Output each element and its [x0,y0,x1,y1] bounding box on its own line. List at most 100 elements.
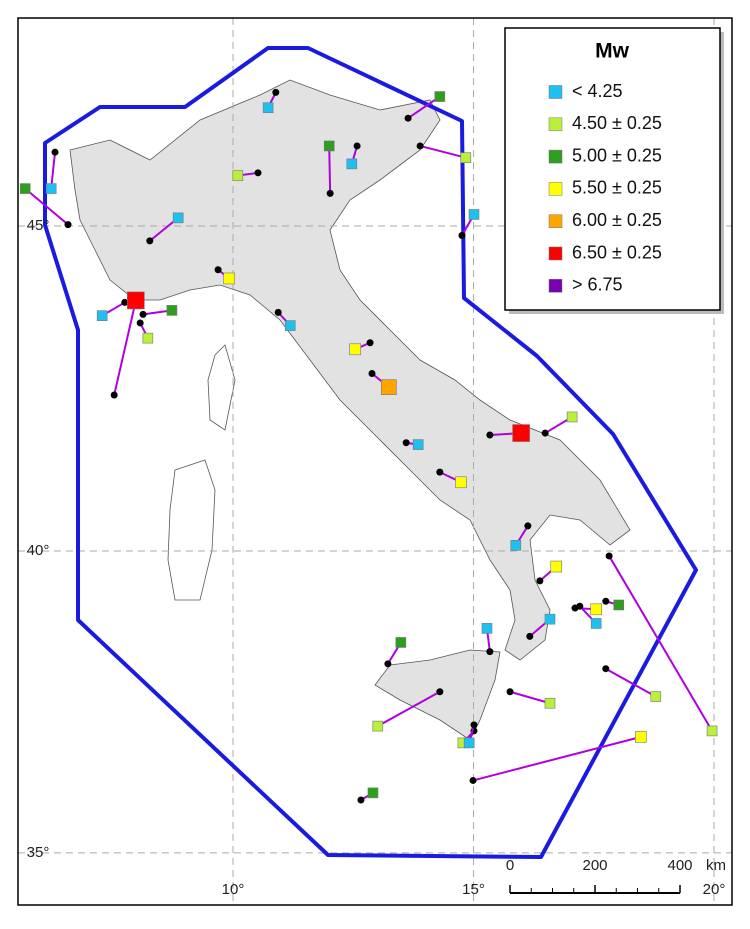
event-square [544,613,556,625]
x-tick-label: 20° [703,881,726,898]
epicenter [458,231,466,239]
y-tick-label: 45° [27,217,50,234]
offset-line [113,300,137,396]
epicenter [436,688,444,696]
offset-line [377,690,441,727]
legend-label: < 4.25 [572,81,623,101]
event-square [232,170,244,181]
event-square [706,725,718,737]
offset-line [419,144,467,159]
sicily [374,649,501,741]
epicenter [272,88,280,96]
event-square [346,158,358,170]
epicenter [602,597,610,605]
legend-swatch [548,246,563,261]
epicenter [110,391,118,399]
scale-label: 400 [667,857,692,874]
legend-label: 5.00 ± 0.25 [572,145,662,165]
event-square [127,291,145,310]
scale-label: 0 [506,857,514,874]
epicenter [121,298,129,306]
offset-line [50,152,57,189]
epicenter [486,431,494,439]
epicenter [357,796,365,804]
event-square [550,560,563,573]
event-square [323,140,335,152]
event-square [223,272,235,285]
legend-label: 6.00 ± 0.25 [572,210,662,230]
epicenter [469,776,477,784]
event-square [412,439,424,450]
event-square [284,320,296,331]
epicenter [486,648,494,656]
epicenter [541,429,549,437]
legend-label: 5.50 ± 0.25 [572,178,662,198]
event-square [142,332,154,344]
epicenter [326,189,334,197]
epicenter [136,319,144,327]
events [19,88,718,804]
sardinia [167,459,216,601]
epicenter [146,237,154,245]
legend-swatch [548,85,563,99]
epicenter [274,308,282,316]
event-square [590,618,602,629]
event-square [468,209,480,220]
epicenter [404,114,412,122]
offset-line [24,187,69,226]
event-square [381,379,397,395]
scale-bar: 0 200 400 km [506,857,726,894]
event-square [460,152,472,163]
epicenter [214,266,222,274]
epicenter [366,339,374,347]
offset-line [605,667,657,698]
event-square [262,102,274,114]
offset-line [328,145,332,194]
event-square [650,691,662,702]
offset-line [509,690,551,705]
event-square [512,424,530,442]
event-square [172,212,184,224]
epicenter [506,688,514,696]
event-square [463,737,475,749]
scale-unit: km [706,857,726,874]
epicenter [139,310,147,318]
epicenter [436,468,444,476]
italy [69,79,631,661]
y-tick-label: 40° [27,542,50,559]
event-square [544,697,556,709]
event-square [510,540,522,551]
x-tick-label: 15° [462,881,485,898]
epicenter [51,148,59,156]
event-square [367,787,379,799]
legend-swatch [548,117,563,132]
event-square [96,310,108,321]
scale-label: 200 [582,857,607,874]
event-square [349,343,361,356]
land [69,79,631,741]
epicenter [602,665,610,673]
legend-swatch [548,182,563,196]
event-square [395,637,407,648]
event-square [635,731,647,743]
frame [17,17,733,906]
legend-swatch [548,279,563,293]
event-square [613,599,625,611]
event-square [372,720,384,732]
y-tick-label: 35° [27,844,50,861]
epicenter [416,142,424,150]
event-square [434,91,446,102]
x-tick-label: 10° [222,881,245,898]
legend-box [504,27,721,311]
legend-swatch [548,214,563,228]
epicenter [576,602,584,610]
study-area-boundary [43,46,698,859]
epicenter [536,577,544,585]
legend-label: 6.50 ± 0.25 [572,242,662,262]
epicenter [470,721,478,729]
event-square [45,183,57,194]
legend-label: > 6.75 [572,275,623,295]
legend-title: Mw [595,40,629,63]
epicenter [368,370,376,378]
